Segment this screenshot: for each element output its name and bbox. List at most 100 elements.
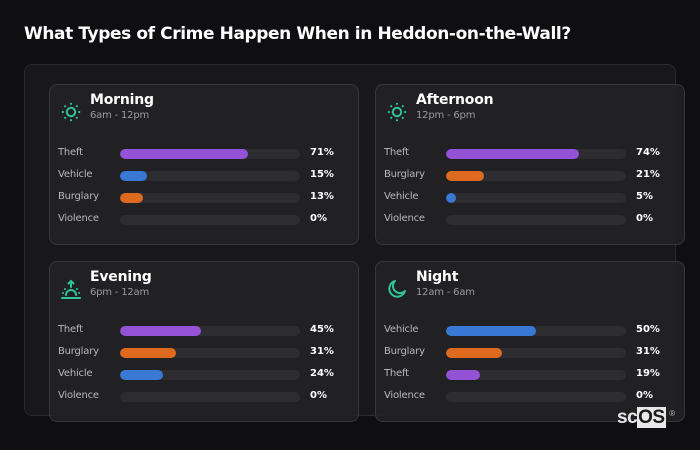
bar-value: 74%	[636, 147, 660, 158]
bar-value: 15%	[310, 169, 334, 180]
bar-track	[446, 149, 626, 159]
bar-row: Burglary 13%	[58, 191, 358, 213]
bar-value: 45%	[310, 324, 334, 335]
period-range: 12pm - 6pm	[416, 110, 476, 121]
bar-row: Violence 0%	[384, 390, 684, 412]
bar-label: Vehicle	[384, 324, 419, 335]
bar-fill	[446, 326, 536, 336]
period-card-night: Night 12am - 6am Vehicle 50% Burglary 31…	[375, 261, 685, 422]
sun-icon	[61, 102, 81, 122]
bar-row: Vehicle 24%	[58, 368, 358, 390]
bar-track	[446, 370, 626, 380]
bar-value: 5%	[636, 191, 653, 202]
bar-label: Burglary	[384, 346, 425, 357]
scos-logo: scOS ®	[617, 407, 675, 428]
bar-label: Theft	[384, 147, 409, 158]
bar-label: Burglary	[384, 169, 425, 180]
registered-mark: ®	[669, 409, 675, 418]
logo-os: OS	[637, 407, 666, 428]
period-range: 6am - 12pm	[90, 110, 150, 121]
bar-fill	[446, 193, 456, 203]
bar-track	[120, 326, 300, 336]
bar-fill	[120, 193, 144, 203]
bar-row: Violence 0%	[58, 390, 358, 412]
period-name: Evening	[90, 269, 152, 285]
bar-fill	[120, 370, 164, 380]
bar-value: 71%	[310, 147, 334, 158]
bar-value: 21%	[636, 169, 660, 180]
bar-row: Burglary 21%	[384, 169, 684, 191]
bar-row: Theft 74%	[384, 147, 684, 169]
bar-track	[120, 392, 300, 402]
bar-value: 13%	[310, 191, 334, 202]
bar-label: Vehicle	[58, 169, 93, 180]
sun-icon	[387, 102, 407, 122]
bar-fill	[446, 370, 481, 380]
period-range: 12am - 6am	[416, 287, 475, 298]
period-card-morning: Morning 6am - 12pm Theft 71% Vehicle 15%…	[49, 84, 359, 245]
bar-track	[120, 215, 300, 225]
bar-track	[446, 171, 626, 181]
period-name: Afternoon	[416, 92, 494, 108]
logo-sc: sc	[617, 407, 638, 428]
bar-fill	[120, 149, 248, 159]
bar-list: Theft 71% Vehicle 15% Burglary 13% Viole…	[58, 147, 358, 235]
bar-track	[120, 193, 300, 203]
bar-row: Theft 45%	[58, 324, 358, 346]
bar-track	[120, 149, 300, 159]
bar-track	[446, 326, 626, 336]
bar-label: Vehicle	[384, 191, 419, 202]
bar-value: 24%	[310, 368, 334, 379]
bar-fill	[446, 149, 580, 159]
bar-list: Theft 74% Burglary 21% Vehicle 5% Violen…	[384, 147, 684, 235]
bar-row: Theft 19%	[384, 368, 684, 390]
bar-track	[446, 392, 626, 402]
bar-row: Vehicle 50%	[384, 324, 684, 346]
bar-fill	[446, 348, 502, 358]
bar-label: Theft	[58, 324, 83, 335]
bar-value: 0%	[310, 390, 327, 401]
bar-label: Violence	[58, 390, 99, 401]
bar-label: Violence	[58, 213, 99, 224]
bar-fill	[120, 171, 147, 181]
bar-label: Violence	[384, 213, 425, 224]
bar-label: Vehicle	[58, 368, 93, 379]
bar-value: 0%	[636, 390, 653, 401]
bar-value: 31%	[636, 346, 660, 357]
bar-track	[120, 348, 300, 358]
bar-row: Vehicle 15%	[58, 169, 358, 191]
bar-row: Burglary 31%	[58, 346, 358, 368]
bar-value: 0%	[636, 213, 653, 224]
bar-row: Violence 0%	[384, 213, 684, 235]
sunset-icon	[61, 279, 81, 299]
bar-row: Vehicle 5%	[384, 191, 684, 213]
bar-list: Theft 45% Burglary 31% Vehicle 24% Viole…	[58, 324, 358, 412]
bar-track	[120, 370, 300, 380]
bar-label: Burglary	[58, 191, 99, 202]
bar-value: 50%	[636, 324, 660, 335]
bar-row: Theft 71%	[58, 147, 358, 169]
bar-track	[120, 171, 300, 181]
bar-track	[446, 348, 626, 358]
bar-fill	[446, 171, 484, 181]
chart-title: What Types of Crime Happen When in Heddo…	[24, 24, 571, 44]
bar-row: Burglary 31%	[384, 346, 684, 368]
bar-value: 0%	[310, 213, 327, 224]
period-name: Morning	[90, 92, 154, 108]
moon-icon	[388, 280, 406, 298]
bar-track	[446, 215, 626, 225]
bar-label: Theft	[384, 368, 409, 379]
bar-track	[446, 193, 626, 203]
period-range: 6pm - 12am	[90, 287, 150, 298]
period-card-afternoon: Afternoon 12pm - 6pm Theft 74% Burglary …	[375, 84, 685, 245]
period-name: Night	[416, 269, 459, 285]
bar-value: 31%	[310, 346, 334, 357]
period-card-evening: Evening 6pm - 12am Theft 45% Burglary 31…	[49, 261, 359, 422]
bar-row: Violence 0%	[58, 213, 358, 235]
bar-label: Violence	[384, 390, 425, 401]
bar-fill	[120, 326, 201, 336]
bar-fill	[120, 348, 176, 358]
bar-label: Burglary	[58, 346, 99, 357]
bar-list: Vehicle 50% Burglary 31% Theft 19% Viole…	[384, 324, 684, 412]
bar-value: 19%	[636, 368, 660, 379]
